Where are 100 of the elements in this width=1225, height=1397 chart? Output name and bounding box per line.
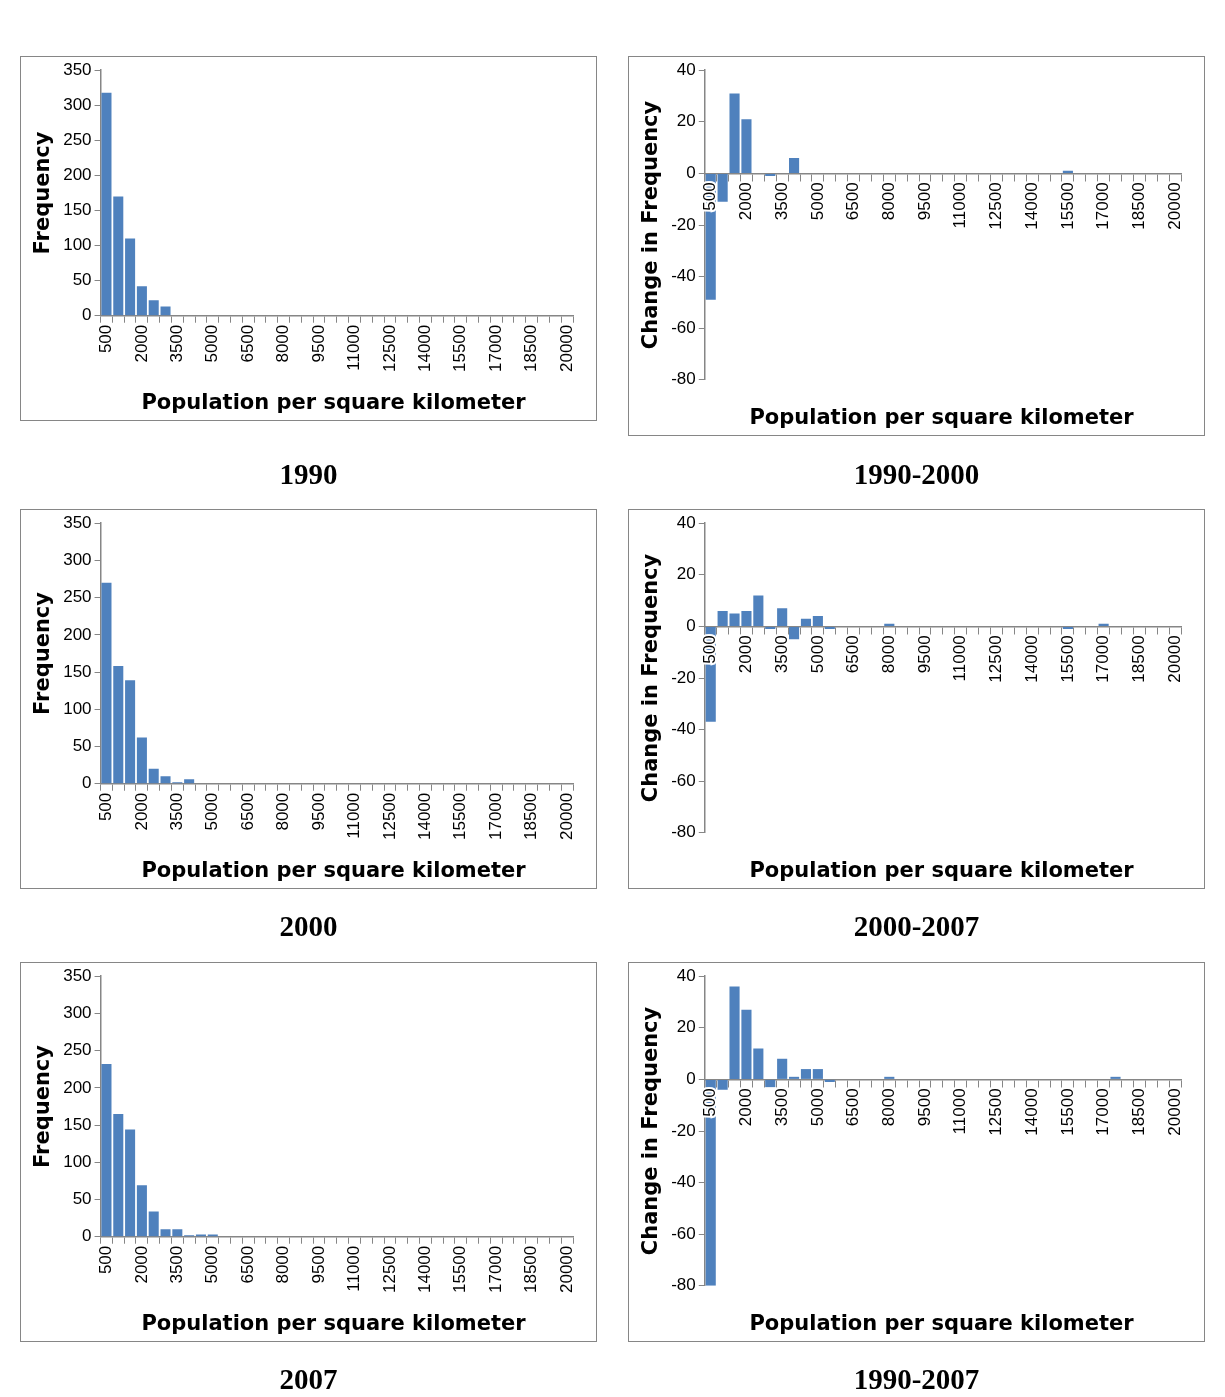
x-tick-label: 20000 — [1164, 182, 1184, 230]
x-axis-title: Population per square kilometer — [748, 405, 1135, 429]
bar — [717, 1079, 728, 1090]
y-axis-title: Frequency — [30, 1044, 55, 1168]
bar — [884, 623, 895, 626]
y-tick-label: 0 — [686, 163, 696, 183]
y-axis-title: Change in Frequency — [638, 553, 663, 803]
bar — [824, 626, 835, 629]
y-tick-label: 0 — [82, 1226, 92, 1246]
y-tick-label: 200 — [63, 1077, 92, 1097]
y-tick-label: -20 — [671, 214, 696, 234]
x-tick-label: 3500 — [167, 792, 187, 831]
y-tick-label: -60 — [671, 1223, 696, 1243]
bar — [800, 1069, 812, 1079]
y-tick-label: 350 — [63, 965, 92, 985]
bar — [789, 1076, 800, 1079]
y-tick-label: -40 — [671, 719, 696, 739]
x-tick-label: 17000 — [1093, 1088, 1113, 1136]
bar — [136, 737, 147, 784]
x-tick-label: 2000 — [736, 182, 756, 221]
x-tick-label: 2000 — [131, 792, 151, 831]
y-tick-label: 50 — [72, 736, 92, 756]
x-tick-label: 3500 — [771, 635, 791, 674]
x-tick-label: 12500 — [986, 182, 1006, 230]
x-tick-label: 12500 — [379, 324, 399, 373]
y-tick-label: 40 — [676, 512, 696, 532]
bar — [101, 1064, 112, 1237]
x-tick-label: 17000 — [485, 1245, 505, 1294]
x-tick-label: 18500 — [521, 792, 541, 841]
bar — [136, 1185, 147, 1237]
y-tick-label: 350 — [63, 59, 92, 79]
x-tick-label: 6500 — [843, 635, 863, 674]
bar — [184, 779, 195, 784]
bar — [812, 1069, 823, 1079]
x-tick-label: 500 — [96, 324, 116, 354]
x-tick-label: 3500 — [167, 324, 187, 363]
bar — [125, 1129, 136, 1237]
y-tick-label: 250 — [63, 1040, 92, 1060]
y-tick-label: 0 — [686, 1069, 696, 1089]
bar — [789, 626, 800, 640]
x-tick-label: 12500 — [379, 1245, 399, 1294]
x-axis-title: Population per square kilometer — [140, 858, 527, 882]
bar — [113, 666, 124, 784]
x-tick-label: 500 — [700, 1088, 720, 1117]
x-tick-label: 20000 — [556, 792, 576, 841]
bar — [148, 768, 159, 784]
x-tick-label: 20000 — [1164, 635, 1184, 683]
y-tick-label: -20 — [671, 667, 696, 687]
x-tick-label: 2000 — [131, 1245, 151, 1284]
x-tick-label: 18500 — [1129, 635, 1149, 683]
y-tick-label: 300 — [63, 550, 92, 570]
y-tick-label: -80 — [671, 822, 696, 842]
x-tick-label: 14000 — [415, 324, 435, 373]
bar — [113, 1113, 124, 1237]
x-tick-label: 5000 — [202, 324, 222, 363]
bar — [1062, 170, 1073, 173]
x-tick-label: 6500 — [843, 1088, 863, 1127]
bar — [136, 286, 147, 316]
x-tick-label: 11000 — [344, 324, 364, 371]
bar — [765, 1079, 776, 1088]
bar — [812, 616, 823, 626]
y-tick-label: 0 — [82, 773, 92, 793]
y-tick-label: 0 — [686, 616, 696, 636]
x-tick-label: 500 — [700, 182, 720, 211]
y-tick-label: 150 — [63, 200, 92, 220]
x-tick-label: 3500 — [771, 1088, 791, 1127]
x-tick-label: 11000 — [950, 1088, 970, 1135]
x-tick-label: 9500 — [914, 635, 934, 674]
y-tick-label: 100 — [63, 1151, 92, 1171]
bar — [1098, 623, 1109, 626]
x-tick-label: 5000 — [202, 792, 222, 831]
y-tick-label: 300 — [63, 1003, 92, 1023]
x-tick-label: 500 — [96, 1245, 116, 1275]
text: 2000-2007 — [852, 910, 981, 943]
bar — [1062, 626, 1073, 629]
x-tick-label: 18500 — [1129, 1088, 1149, 1136]
x-tick-label: 6500 — [237, 792, 257, 831]
x-tick-label: 3500 — [167, 1245, 187, 1284]
x-tick-label: 8000 — [879, 635, 898, 674]
x-tick-label: 14000 — [415, 1245, 435, 1294]
y-tick-label: 150 — [63, 661, 92, 681]
x-tick-label: 8000 — [273, 324, 293, 363]
x-tick-label: 17000 — [1093, 635, 1113, 683]
x-tick-label: 14000 — [1021, 635, 1041, 683]
x-tick-label: 15500 — [450, 1245, 470, 1294]
y-tick-label: 200 — [63, 624, 92, 644]
x-tick-label: 18500 — [521, 1245, 541, 1294]
x-tick-label: 14000 — [1021, 182, 1041, 230]
x-tick-label: 5000 — [807, 635, 827, 674]
y-tick-label: 20 — [676, 564, 696, 584]
x-tick-label: 2000 — [131, 324, 151, 363]
x-tick-label: 8000 — [879, 182, 898, 221]
text: 1990 — [278, 458, 339, 491]
y-tick-label: 40 — [676, 965, 696, 985]
bar — [101, 582, 112, 784]
y-tick-label: -40 — [671, 266, 696, 286]
y-axis-title: Change in Frequency — [638, 100, 663, 350]
x-tick-label: 14000 — [415, 792, 435, 841]
y-tick-label: 20 — [676, 111, 696, 131]
x-tick-label: 15500 — [1057, 635, 1077, 683]
